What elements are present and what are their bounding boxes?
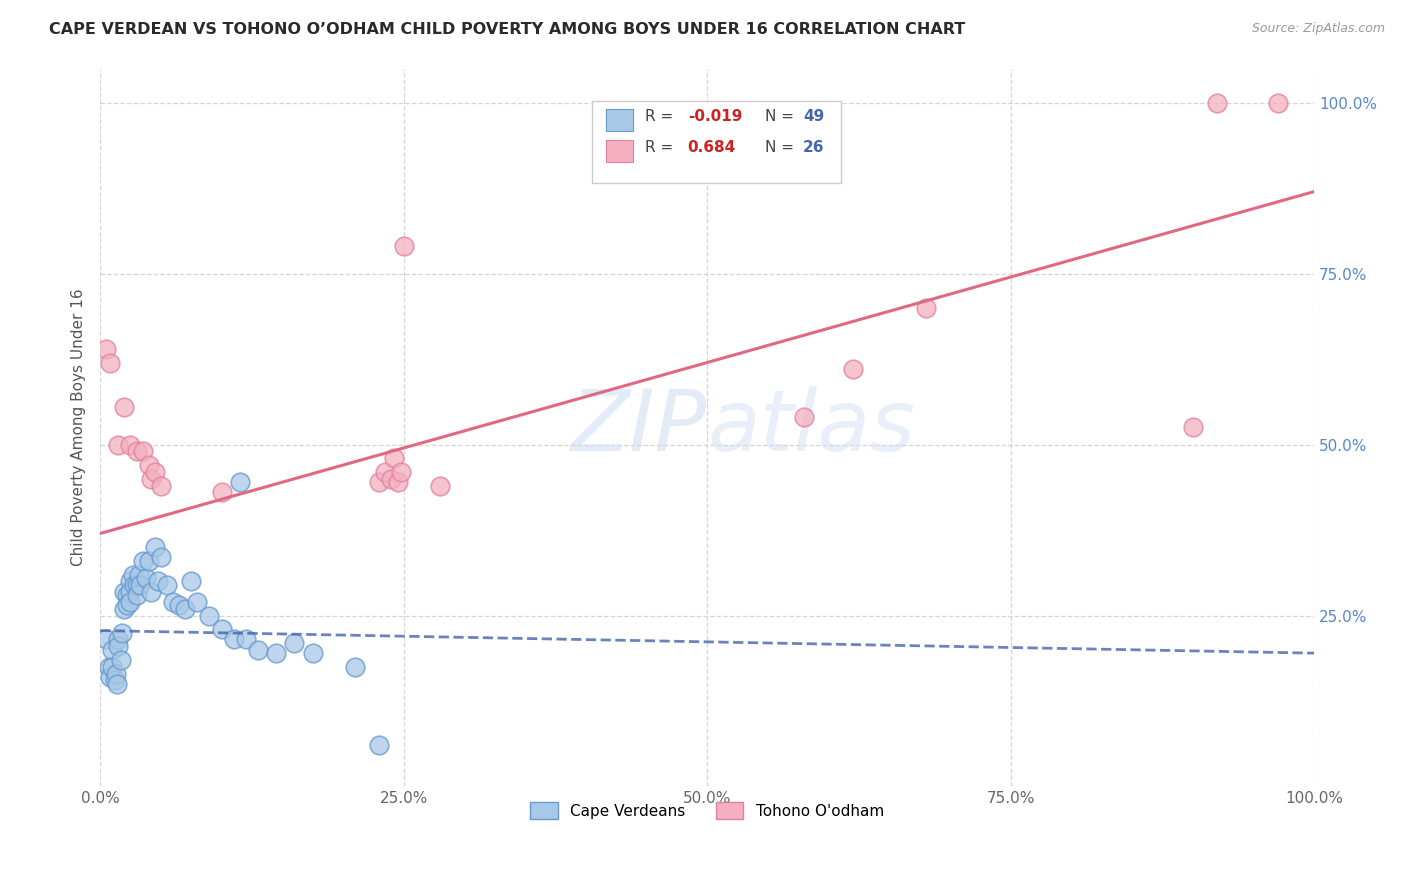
Text: R =: R = bbox=[645, 140, 678, 155]
Point bbox=[174, 601, 197, 615]
FancyBboxPatch shape bbox=[606, 140, 633, 161]
Point bbox=[107, 640, 129, 654]
Point bbox=[167, 599, 190, 613]
Point bbox=[1181, 420, 1204, 434]
Text: atlas: atlas bbox=[707, 386, 915, 469]
Point bbox=[105, 677, 128, 691]
Point bbox=[128, 567, 150, 582]
Point bbox=[392, 239, 415, 253]
Point bbox=[139, 472, 162, 486]
FancyBboxPatch shape bbox=[606, 110, 633, 131]
Point bbox=[301, 646, 323, 660]
Point bbox=[180, 574, 202, 589]
Point bbox=[112, 400, 135, 414]
Text: N =: N = bbox=[765, 109, 799, 124]
Point bbox=[162, 595, 184, 609]
Point bbox=[125, 578, 148, 592]
Point bbox=[380, 472, 402, 486]
Point bbox=[914, 301, 936, 315]
Point bbox=[149, 550, 172, 565]
Point bbox=[235, 632, 257, 647]
Point bbox=[368, 739, 391, 753]
Point bbox=[186, 595, 208, 609]
Point bbox=[138, 458, 160, 472]
Point bbox=[125, 444, 148, 458]
Point bbox=[104, 666, 127, 681]
Point bbox=[96, 632, 118, 647]
Point bbox=[129, 578, 152, 592]
Point bbox=[120, 584, 142, 599]
Text: R =: R = bbox=[645, 109, 678, 124]
Point bbox=[120, 437, 142, 451]
Text: ZIP: ZIP bbox=[571, 386, 707, 469]
Point bbox=[344, 660, 367, 674]
Point bbox=[110, 653, 132, 667]
Point bbox=[101, 660, 124, 674]
Point bbox=[389, 465, 412, 479]
Point bbox=[107, 632, 129, 647]
Point bbox=[1206, 95, 1229, 110]
Text: -0.019: -0.019 bbox=[688, 109, 742, 124]
Point bbox=[211, 485, 233, 500]
Point bbox=[374, 465, 396, 479]
Point bbox=[120, 595, 142, 609]
Point bbox=[211, 622, 233, 636]
Point bbox=[131, 444, 153, 458]
Point bbox=[198, 608, 221, 623]
Point bbox=[149, 478, 172, 492]
Point bbox=[125, 588, 148, 602]
Point bbox=[104, 673, 127, 688]
Point bbox=[122, 567, 145, 582]
Point bbox=[368, 475, 391, 490]
Point bbox=[283, 636, 305, 650]
Point bbox=[97, 660, 120, 674]
Point bbox=[143, 540, 166, 554]
Point bbox=[1267, 95, 1289, 110]
Point bbox=[156, 578, 179, 592]
Point bbox=[120, 574, 142, 589]
Point bbox=[98, 355, 121, 369]
Point bbox=[264, 646, 287, 660]
Text: Source: ZipAtlas.com: Source: ZipAtlas.com bbox=[1251, 22, 1385, 36]
Point bbox=[138, 554, 160, 568]
Point bbox=[387, 475, 409, 490]
Point bbox=[122, 578, 145, 592]
Point bbox=[382, 451, 405, 466]
Point bbox=[115, 599, 138, 613]
Point bbox=[96, 342, 118, 356]
Text: N =: N = bbox=[765, 140, 799, 155]
Y-axis label: Child Poverty Among Boys Under 16: Child Poverty Among Boys Under 16 bbox=[72, 289, 86, 566]
Legend: Cape Verdeans, Tohono O'odham: Cape Verdeans, Tohono O'odham bbox=[524, 796, 890, 825]
Point bbox=[793, 410, 815, 425]
Point bbox=[98, 670, 121, 684]
FancyBboxPatch shape bbox=[592, 101, 841, 184]
Text: CAPE VERDEAN VS TOHONO O’ODHAM CHILD POVERTY AMONG BOYS UNDER 16 CORRELATION CHA: CAPE VERDEAN VS TOHONO O’ODHAM CHILD POV… bbox=[49, 22, 966, 37]
Point bbox=[842, 362, 865, 376]
Point bbox=[429, 478, 451, 492]
Point bbox=[135, 571, 157, 585]
Text: 26: 26 bbox=[803, 140, 824, 155]
Point bbox=[101, 642, 124, 657]
Point bbox=[148, 574, 170, 589]
Text: 0.684: 0.684 bbox=[688, 140, 735, 155]
Point bbox=[139, 584, 162, 599]
Point bbox=[246, 642, 269, 657]
Text: 49: 49 bbox=[803, 109, 824, 124]
Point bbox=[111, 625, 134, 640]
Point bbox=[143, 465, 166, 479]
Point bbox=[222, 632, 245, 647]
Point bbox=[112, 601, 135, 615]
Point bbox=[107, 437, 129, 451]
Point bbox=[229, 475, 252, 490]
Point bbox=[112, 584, 135, 599]
Point bbox=[115, 588, 138, 602]
Point bbox=[131, 554, 153, 568]
